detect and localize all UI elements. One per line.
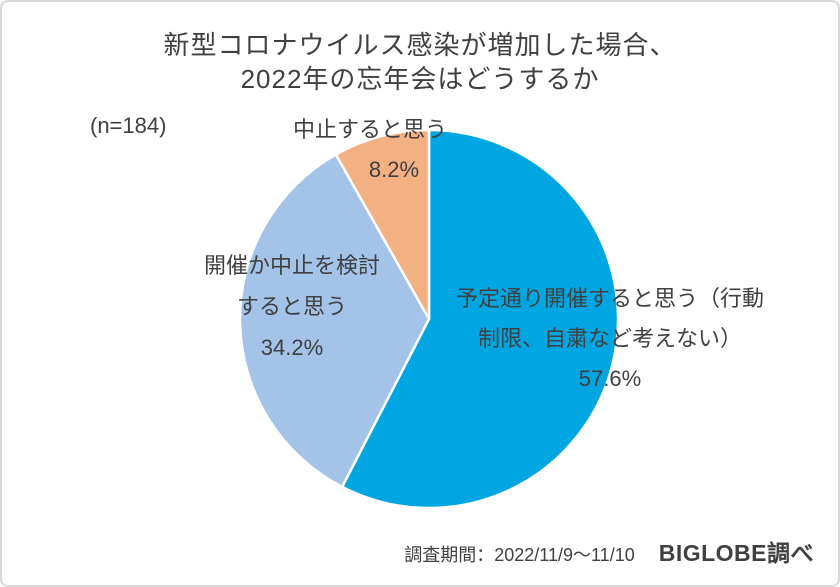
slice-label-consider: 開催か中止を検討 すると思う 34.2% <box>204 245 380 368</box>
slice-label-consider-line1: 開催か中止を検討 <box>203 253 381 278</box>
slice-value-consider: 34.2% <box>260 335 324 360</box>
pie-slice-cancel <box>334 128 431 321</box>
slice-label-consider-line2: すると思う <box>236 294 348 319</box>
sample-size-label: (n=184) <box>90 113 167 138</box>
slice-label-proceed-line1: 予定通り開催すると思う（行動 <box>455 286 765 311</box>
pie-slice-proceed <box>340 128 620 510</box>
slice-value-proceed: 57.6% <box>578 366 642 391</box>
footer: 調査期間：2022/11/9～11/10 BIGLOBE調べ <box>404 534 814 568</box>
slice-value-cancel: 8.2% <box>368 157 420 182</box>
slice-label-proceed-line2: 制限、自粛など考えない） <box>477 326 743 351</box>
slice-label-proceed: 予定通り開催すると思う（行動 制限、自粛など考えない） 57.6% <box>456 279 764 399</box>
chart-title-line2: 2022年の忘年会はどうするか <box>240 64 600 94</box>
source-credit-label: BIGLOBE調べ <box>658 540 814 566</box>
chart-title: 新型コロナウイルス感染が増加した場合、 2022年の忘年会はどうするか <box>2 28 838 96</box>
chart-title-line1: 新型コロナウイルス感染が増加した場合、 <box>163 30 677 60</box>
slice-label-cancel: 中止すると思う <box>292 117 448 142</box>
survey-period-label: 調査期間：2022/11/9～11/10 <box>404 545 635 565</box>
